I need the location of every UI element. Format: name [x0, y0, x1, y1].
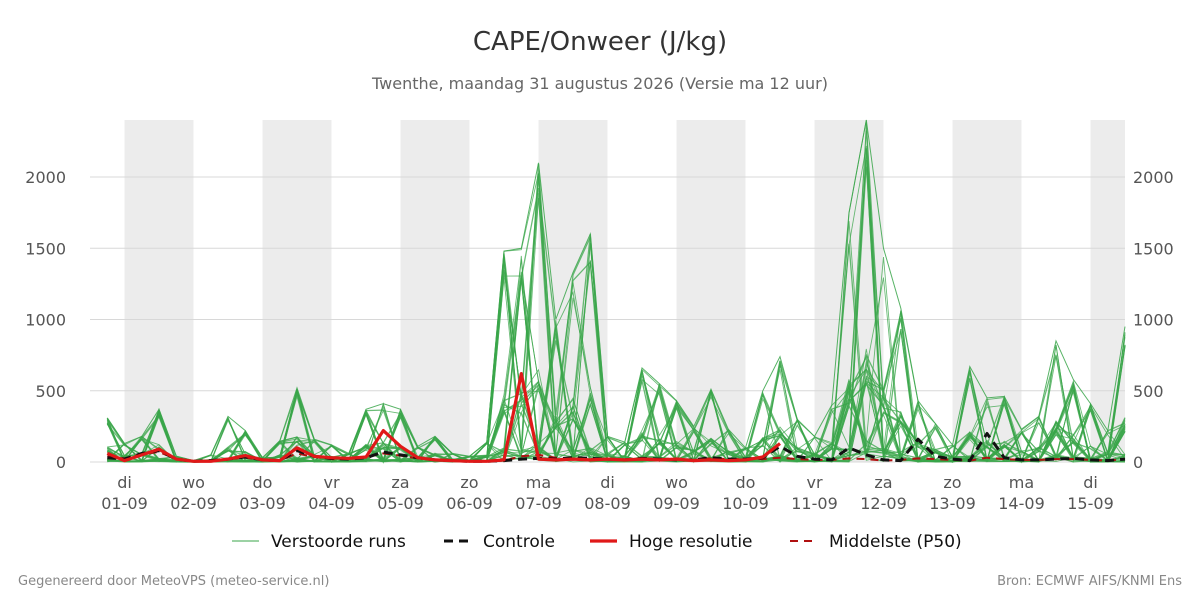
- x-tick-day-8: wo: [665, 473, 688, 492]
- x-tick-day-5: zo: [460, 473, 478, 492]
- y-tick-left-1500: 1500: [25, 239, 66, 258]
- y-tick-right-1000: 1000: [1133, 311, 1174, 330]
- x-tick-date-12: 13-09: [929, 494, 976, 513]
- y-tick-left-0: 0: [56, 453, 66, 472]
- y-tick-right-0: 0: [1133, 453, 1143, 472]
- x-tick-date-10: 11-09: [791, 494, 838, 513]
- x-tick-date-11: 12-09: [860, 494, 907, 513]
- weekend-band-7: [1090, 120, 1125, 462]
- y-tick-left-1000: 1000: [25, 311, 66, 330]
- y-tick-right-2000: 2000: [1133, 168, 1174, 187]
- footer-source: Bron: ECMWF AIFS/KNMI Ens: [997, 574, 1182, 589]
- weekend-band-4: [676, 120, 746, 462]
- y-tick-left-2000: 2000: [25, 168, 66, 187]
- ensemble-envelope: [106, 119, 1126, 462]
- x-tick-date-1: 02-09: [170, 494, 217, 513]
- x-tick-day-11: za: [874, 473, 892, 492]
- x-tick-date-13: 14-09: [998, 494, 1045, 513]
- x-tick-day-9: do: [736, 473, 756, 492]
- y-tick-right-1500: 1500: [1133, 239, 1174, 258]
- x-tick-day-2: do: [253, 473, 273, 492]
- x-tick-day-13: ma: [1009, 473, 1034, 492]
- footer-generated-by: Gegenereerd door MeteoVPS (meteo-service…: [18, 574, 329, 589]
- x-tick-date-9: 10-09: [722, 494, 769, 513]
- x-tick-day-0: di: [117, 473, 132, 492]
- x-tick-date-7: 08-09: [584, 494, 631, 513]
- legend-label-ensemble: Verstoorde runs: [271, 532, 406, 552]
- x-tick-day-10: vr: [806, 473, 822, 492]
- x-tick-date-2: 03-09: [239, 494, 286, 513]
- legend-label-highres: Hoge resolutie: [629, 532, 753, 552]
- x-tick-date-0: 01-09: [101, 494, 148, 513]
- x-tick-date-3: 04-09: [308, 494, 355, 513]
- x-tick-day-14: di: [1083, 473, 1098, 492]
- y-axis-left: 0 500 1000 1500 2000: [25, 168, 66, 472]
- x-tick-date-14: 15-09: [1067, 494, 1114, 513]
- x-tick-date-4: 05-09: [377, 494, 424, 513]
- legend-label-median: Middelste (P50): [829, 532, 962, 552]
- weekend-band-1: [262, 120, 332, 462]
- main-series: [106, 372, 1126, 463]
- weekend-bands: [124, 120, 1125, 462]
- y-tick-left-500: 500: [35, 382, 66, 401]
- x-tick-date-8: 09-09: [653, 494, 700, 513]
- weekend-band-2: [400, 120, 470, 462]
- x-tick-day-6: ma: [526, 473, 551, 492]
- x-tick-day-7: di: [600, 473, 615, 492]
- x-tick-date-5: 06-09: [446, 494, 493, 513]
- ensemble-member-39: [106, 277, 1126, 464]
- x-tick-day-4: za: [391, 473, 409, 492]
- series-highres: [106, 372, 781, 463]
- x-tick-day-12: zo: [943, 473, 961, 492]
- y-axis-right: 0 500 1000 1500 2000: [1133, 168, 1174, 472]
- x-tick-date-6: 07-09: [515, 494, 562, 513]
- chart-subtitle: Twenthe, maandag 31 augustus 2026 (Versi…: [371, 74, 828, 93]
- x-axis: di 01-09 wo 02-09 do 03-09 vr 04-09 za 05-09 zo 06-…: [101, 473, 1114, 513]
- x-tick-day-3: vr: [323, 473, 339, 492]
- legend-label-control: Controle: [483, 532, 555, 552]
- chart-title: CAPE/Onweer (J/kg): [473, 27, 727, 57]
- y-tick-right-500: 500: [1133, 382, 1164, 401]
- legend: Verstoorde runs Controle Hoge resolutie Mid…: [232, 532, 962, 552]
- x-tick-day-1: wo: [182, 473, 205, 492]
